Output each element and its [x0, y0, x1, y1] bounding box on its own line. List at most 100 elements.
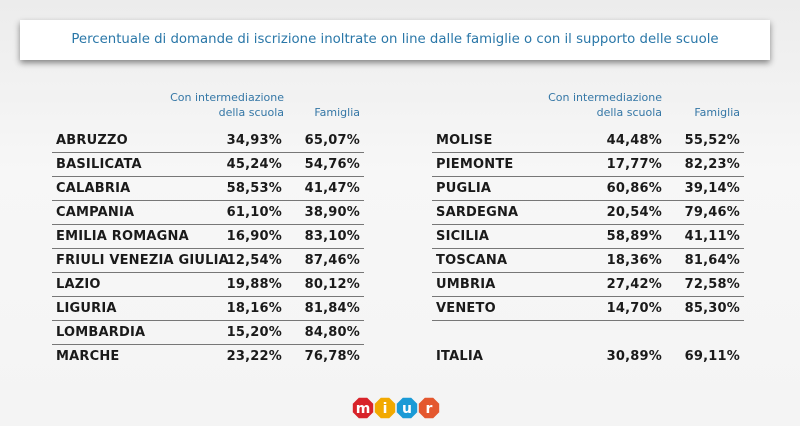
- region-name: MOLISE: [436, 133, 493, 148]
- famiglia-percent: 80,12%: [304, 277, 360, 292]
- table-row: MARCHE 23,22% 76,78%: [52, 345, 364, 369]
- table-row: LAZIO 19,88% 80,12%: [52, 273, 364, 297]
- famiglia-percent: 81,84%: [304, 301, 360, 316]
- title-banner: Percentuale di domande di iscrizione ino…: [20, 20, 770, 60]
- table-gap: [432, 321, 744, 345]
- table-row: MOLISE 44,48% 55,52%: [432, 129, 744, 153]
- scuola-percent: 16,90%: [226, 229, 282, 244]
- scuola-percent: 27,42%: [606, 277, 662, 292]
- famiglia-percent: 72,58%: [684, 277, 740, 292]
- logo-letter: r: [426, 401, 433, 417]
- table-row: UMBRIA 27,42% 72,58%: [432, 273, 744, 297]
- famiglia-percent: 39,14%: [684, 181, 740, 196]
- total-region: ITALIA: [436, 349, 484, 364]
- total-scuola: 30,89%: [606, 349, 662, 364]
- logo-letter: u: [402, 401, 412, 417]
- scuola-percent: 58,53%: [226, 181, 282, 196]
- left-header-famiglia: Famiglia: [300, 105, 360, 120]
- right-header-famiglia: Famiglia: [680, 105, 740, 120]
- scuola-percent: 61,10%: [226, 205, 282, 220]
- header-intermediazione-line1: Con intermediazione: [170, 91, 284, 104]
- scuola-percent: 44,48%: [606, 133, 662, 148]
- region-name: CAMPANIA: [56, 205, 135, 220]
- famiglia-percent: 55,52%: [684, 133, 740, 148]
- region-name: LOMBARDIA: [56, 325, 146, 340]
- scuola-percent: 23,22%: [226, 349, 282, 364]
- famiglia-percent: 82,23%: [684, 157, 740, 172]
- table-row: VENETO 14,70% 85,30%: [432, 297, 744, 321]
- total-row: ITALIA 30,89% 69,11%: [432, 345, 744, 369]
- scuola-percent: 34,93%: [226, 133, 282, 148]
- logo-letter: i: [383, 401, 388, 417]
- logo-tile-shape: [396, 397, 418, 419]
- header-famiglia-label: Famiglia: [694, 106, 740, 119]
- famiglia-percent: 87,46%: [304, 253, 360, 268]
- scuola-percent: 12,54%: [226, 253, 282, 268]
- header-intermediazione-line1: Con intermediazione: [548, 91, 662, 104]
- logo-tile: m: [352, 397, 374, 419]
- region-name: SICILIA: [436, 229, 490, 244]
- region-name: PUGLIA: [436, 181, 492, 196]
- header-famiglia-label: Famiglia: [314, 106, 360, 119]
- scuola-percent: 17,77%: [606, 157, 662, 172]
- logo-tile-shape: [352, 397, 374, 419]
- famiglia-percent: 76,78%: [304, 349, 360, 364]
- header-intermediazione-line2: della scuola: [218, 106, 284, 119]
- region-name: TOSCANA: [436, 253, 508, 268]
- table-row: SICILIA 58,89% 41,11%: [432, 225, 744, 249]
- table-row: LIGURIA 18,16% 81,84%: [52, 297, 364, 321]
- header-intermediazione-line2: della scuola: [596, 106, 662, 119]
- table-row: CAMPANIA 61,10% 38,90%: [52, 201, 364, 225]
- page-title: Percentuale di domande di iscrizione ino…: [71, 32, 719, 47]
- table-row: FRIULI VENEZIA GIULIA 12,54% 87,46%: [52, 249, 364, 273]
- scuola-percent: 14,70%: [606, 301, 662, 316]
- right-header-intermediazione: Con intermediazione della scuola: [538, 90, 662, 120]
- scuola-percent: 45,24%: [226, 157, 282, 172]
- table-row: SARDEGNA 20,54% 79,46%: [432, 201, 744, 225]
- logo-tile: i: [374, 397, 396, 419]
- famiglia-percent: 79,46%: [684, 205, 740, 220]
- scuola-percent: 60,86%: [606, 181, 662, 196]
- region-name: SARDEGNA: [436, 205, 519, 220]
- table-row: EMILIA ROMAGNA 16,90% 83,10%: [52, 225, 364, 249]
- region-name: BASILICATA: [56, 157, 142, 172]
- table-row: LOMBARDIA 15,20% 84,80%: [52, 321, 364, 345]
- famiglia-percent: 54,76%: [304, 157, 360, 172]
- left-header-intermediazione: Con intermediazione della scuola: [160, 90, 284, 120]
- logo-letter: m: [356, 401, 371, 417]
- region-name: UMBRIA: [436, 277, 496, 292]
- region-name: ABRUZZO: [56, 133, 128, 148]
- logo-tile: r: [418, 397, 440, 419]
- region-name: PIEMONTE: [436, 157, 514, 172]
- table-row: BASILICATA 45,24% 54,76%: [52, 153, 364, 177]
- scuola-percent: 18,16%: [226, 301, 282, 316]
- table-row: ABRUZZO 34,93% 65,07%: [52, 129, 364, 153]
- region-name: MARCHE: [56, 349, 120, 364]
- left-table: ABRUZZO 34,93% 65,07% BASILICATA 45,24% 54,76…: [52, 129, 364, 369]
- scuola-percent: 18,36%: [606, 253, 662, 268]
- logo-tile-shape: [418, 397, 440, 419]
- right-table: MOLISE 44,48% 55,52% PIEMONTE 17,77% 82,23% PU…: [432, 129, 744, 369]
- scuola-percent: 20,54%: [606, 205, 662, 220]
- table-row: CALABRIA 58,53% 41,47%: [52, 177, 364, 201]
- region-name: CALABRIA: [56, 181, 131, 196]
- famiglia-percent: 38,90%: [304, 205, 360, 220]
- region-name: FRIULI VENEZIA GIULIA: [56, 253, 229, 268]
- region-name: VENETO: [436, 301, 496, 316]
- scuola-percent: 58,89%: [606, 229, 662, 244]
- scuola-percent: 19,88%: [226, 277, 282, 292]
- logo-tile: u: [396, 397, 418, 419]
- famiglia-percent: 65,07%: [304, 133, 360, 148]
- table-row: PUGLIA 60,86% 39,14%: [432, 177, 744, 201]
- region-name: LIGURIA: [56, 301, 117, 316]
- famiglia-percent: 41,47%: [304, 181, 360, 196]
- total-famiglia: 69,11%: [684, 349, 740, 364]
- famiglia-percent: 41,11%: [684, 229, 740, 244]
- table-row: TOSCANA 18,36% 81,64%: [432, 249, 744, 273]
- famiglia-percent: 85,30%: [684, 301, 740, 316]
- scuola-percent: 15,20%: [226, 325, 282, 340]
- region-name: EMILIA ROMAGNA: [56, 229, 189, 244]
- famiglia-percent: 84,80%: [304, 325, 360, 340]
